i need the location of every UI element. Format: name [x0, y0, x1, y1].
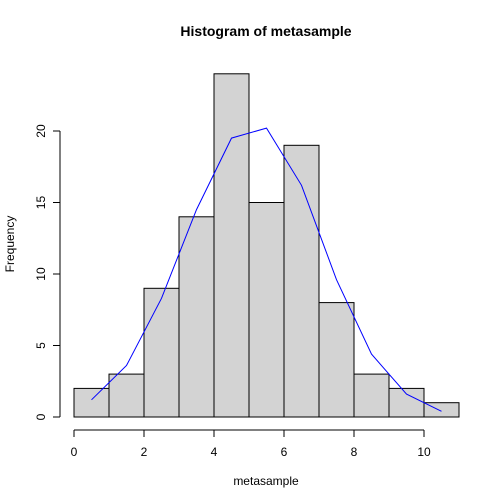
y-axis: 0 5 10 15 20: [34, 124, 61, 420]
histogram-bar-3: [178, 216, 215, 418]
y-tick-label-5: 5: [34, 342, 48, 349]
density-curve-group: [91, 127, 442, 412]
x-tick-label-8: 8: [351, 445, 358, 459]
y-tick-label-15: 15: [34, 196, 48, 210]
x-tick-label-2: 2: [141, 445, 148, 459]
y-tick-label-20: 20: [34, 124, 48, 138]
chart-title: Histogram of metasample: [180, 23, 351, 39]
histogram-bar-8: [353, 373, 390, 418]
histogram-bar-1: [108, 373, 145, 418]
histogram-bar-0: [73, 387, 110, 418]
histogram-bar-10: [423, 402, 460, 418]
y-tick-label-10: 10: [34, 267, 48, 281]
density-curve-line: [91, 127, 442, 412]
x-axis-label: metasample: [233, 474, 299, 488]
bars-group: [73, 73, 460, 418]
y-axis-label: Frequency: [3, 216, 17, 273]
x-tick-label-4: 4: [211, 445, 218, 459]
x-tick-label-0: 0: [71, 445, 78, 459]
y-tick-label-0: 0: [34, 413, 48, 420]
x-tick-label-6: 6: [281, 445, 288, 459]
histogram-bar-6: [283, 144, 320, 418]
x-axis: 0 2 4 6 8 10: [71, 429, 431, 459]
histogram-bar-5: [248, 202, 285, 418]
histogram-bar-9: [388, 387, 425, 418]
histogram-bar-4: [213, 73, 250, 418]
histogram-bar-7: [318, 302, 355, 418]
x-tick-label-10: 10: [417, 445, 431, 459]
histogram-bar-2: [143, 287, 180, 418]
